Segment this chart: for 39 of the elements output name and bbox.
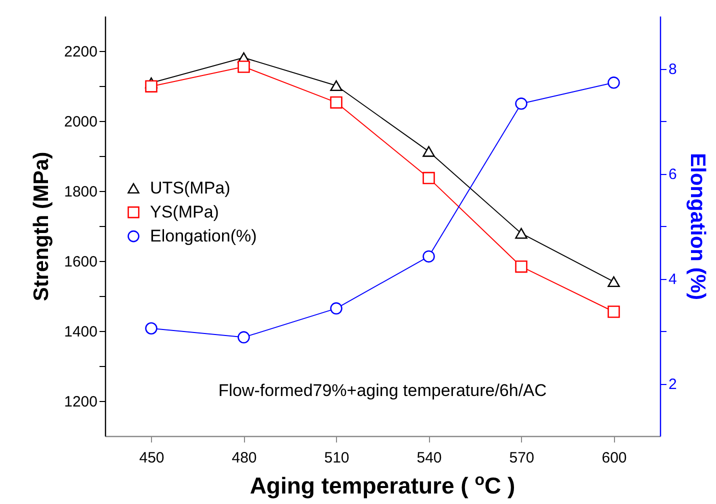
y2-tick-label: 4: [668, 271, 677, 288]
legend-label: UTS(MPa): [150, 178, 230, 198]
point: [330, 302, 342, 315]
x-tick-label: 480: [232, 450, 257, 466]
point: [330, 80, 342, 92]
y-axis-title: Strength (MPa): [30, 152, 54, 302]
point: [330, 96, 342, 109]
point: [515, 98, 528, 110]
point: [422, 146, 435, 157]
y2-axis-title: Elongation (%): [686, 153, 709, 300]
y-tick-label: 2200: [64, 44, 98, 60]
point: [608, 306, 620, 318]
x-tick-label: 600: [602, 450, 627, 466]
point: [608, 76, 620, 89]
point: [422, 172, 435, 184]
legend-label: YS(MPa): [150, 202, 219, 222]
y2-tick-label: 8: [668, 61, 677, 78]
y-tick-label: 1800: [64, 184, 98, 200]
x-tick-label: 540: [416, 450, 442, 466]
y-tick-label: 2000: [64, 114, 98, 130]
legend-label: Elongation(%): [150, 226, 257, 246]
annotation: Flow-formed79%+aging temperature/6h/AC: [218, 381, 547, 400]
y-tick-label: 1400: [64, 324, 98, 340]
x-tick-label: 570: [509, 450, 534, 466]
y-tick-label: 1600: [64, 254, 98, 270]
y-tick-label: 1200: [64, 394, 98, 410]
point: [238, 331, 250, 344]
x-axis-title: Aging temperature ( $^{o}$C ): [248, 471, 516, 499]
point: [515, 228, 528, 239]
point: [145, 322, 158, 334]
point: [238, 60, 250, 73]
x-tick-label: 450: [139, 450, 164, 466]
point: [608, 276, 620, 288]
point: [515, 260, 528, 273]
point: [145, 80, 158, 92]
y2-tick-label: 2: [668, 376, 677, 393]
point: [422, 250, 435, 263]
x-tick-label: 510: [324, 450, 350, 466]
y2-tick-label: 6: [668, 166, 677, 183]
